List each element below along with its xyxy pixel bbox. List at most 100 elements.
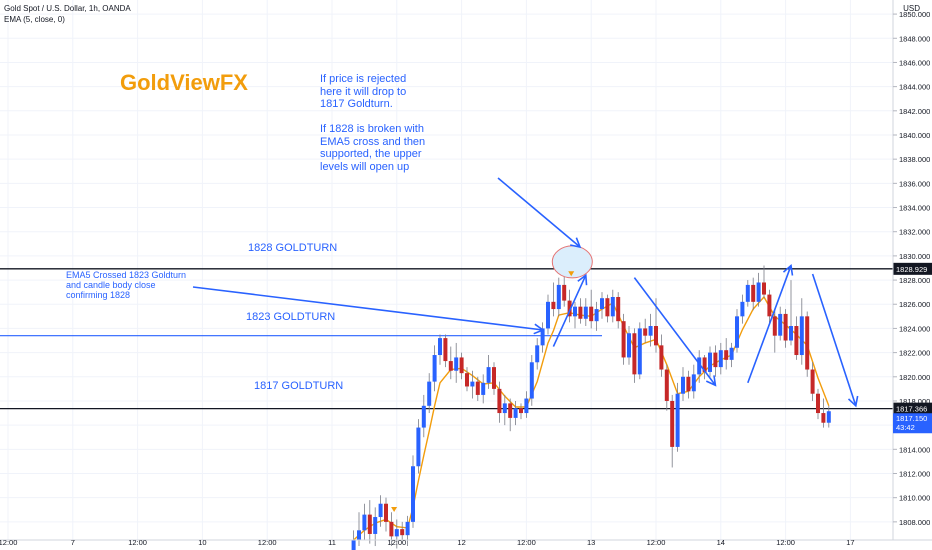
candle <box>578 298 583 324</box>
candle <box>486 355 491 389</box>
analysis-note-line: supported, the upper <box>320 148 422 160</box>
candle <box>805 311 810 377</box>
x-tick-label: 12 <box>457 538 465 547</box>
candle <box>783 309 788 348</box>
analysis-drawings <box>192 177 859 512</box>
y-tick-label: 1842.000 <box>899 107 930 116</box>
x-tick-label: 12:00 <box>776 538 795 547</box>
x-tick-label: 12:00 <box>0 538 17 547</box>
level-label-1817: 1817 GOLDTURN <box>254 380 344 392</box>
candle <box>762 265 766 299</box>
up-arrow-1-head <box>577 273 588 286</box>
candle <box>470 370 475 399</box>
candle-body <box>492 367 496 389</box>
candle <box>735 309 739 353</box>
candle <box>605 294 610 323</box>
candle-body <box>351 540 356 550</box>
candle-body <box>783 313 788 341</box>
candles <box>351 265 831 550</box>
level-price-label: 1828.929 <box>896 265 927 274</box>
candle-body <box>578 306 583 319</box>
candle-body <box>405 521 410 536</box>
y-tick-label: 1848.000 <box>899 34 930 43</box>
candle-body <box>459 357 464 374</box>
x-tick-label: 10 <box>198 538 206 547</box>
candle <box>524 391 529 418</box>
candle-body <box>724 350 729 360</box>
x-tick-label: 14 <box>717 538 725 547</box>
y-tick-label: 1836.000 <box>899 179 930 188</box>
signal-marker-0 <box>391 506 398 512</box>
analysis-note-line: If 1828 is broken with <box>320 123 424 135</box>
candle-body <box>546 301 550 329</box>
candle-body <box>454 357 459 371</box>
candle-body <box>708 352 712 372</box>
y-tick-label: 1814.000 <box>899 445 930 454</box>
candle-body <box>778 313 783 336</box>
candle-body <box>400 529 405 536</box>
y-tick-label: 1820.000 <box>899 373 930 382</box>
candle <box>643 318 648 343</box>
candle <box>438 334 442 365</box>
candle <box>459 352 464 380</box>
y-tick-label: 1828.000 <box>899 276 930 285</box>
candle <box>821 398 826 428</box>
candle <box>394 519 399 549</box>
candle <box>481 374 486 404</box>
candle-body <box>810 369 815 394</box>
candle <box>724 338 729 370</box>
candle <box>691 364 696 399</box>
candle-body <box>432 355 437 382</box>
candle <box>799 298 804 365</box>
up-arrow-2-head <box>782 263 794 276</box>
candle-body <box>713 352 718 368</box>
candle <box>351 530 356 550</box>
candle-body <box>794 326 799 356</box>
candle-body <box>799 316 804 356</box>
candle-body <box>394 529 399 537</box>
candle-body <box>540 328 545 346</box>
analysis-note-line: levels will open up <box>320 160 410 173</box>
level-label-1828: 1828 GOLDTURN <box>248 242 338 254</box>
candle <box>729 342 734 368</box>
candle <box>794 316 799 360</box>
last-price-countdown: 43:42 <box>896 423 915 432</box>
candle <box>816 388 820 420</box>
candle-body <box>594 309 599 322</box>
x-tick-label: 12:00 <box>258 538 277 547</box>
candle-body <box>735 316 739 348</box>
candle-body <box>389 521 394 537</box>
candle-body <box>762 282 766 295</box>
candle-body <box>789 326 793 341</box>
candle <box>697 350 702 383</box>
candle <box>583 298 588 327</box>
y-tick-label: 1840.000 <box>899 131 930 140</box>
candle <box>416 419 421 474</box>
y-tick-label: 1824.000 <box>899 324 930 333</box>
candle-body <box>556 284 561 310</box>
candle-body <box>438 338 442 356</box>
candle-body <box>481 382 486 395</box>
candle-body <box>654 326 658 346</box>
candle <box>751 277 756 311</box>
x-tick-label: 13 <box>587 538 595 547</box>
candle <box>589 289 594 329</box>
y-tick-label: 1844.000 <box>899 83 930 92</box>
candle-body <box>367 514 372 534</box>
ema-cross-arrow-head <box>533 323 545 335</box>
candle <box>546 294 550 335</box>
candle-body <box>702 357 707 372</box>
candle <box>627 326 631 365</box>
y-tick-label: 1838.000 <box>899 155 930 164</box>
candle-body <box>411 466 415 522</box>
x-tick-label: 12:00 <box>517 538 536 547</box>
candle-body <box>632 333 637 375</box>
candle-body <box>562 284 567 301</box>
indicator-legend: EMA (5, close, 0) <box>4 15 65 24</box>
down-arrow-1-head <box>705 375 717 387</box>
candle <box>610 289 615 323</box>
currency-label: USD <box>903 4 920 13</box>
candle-body <box>664 369 669 401</box>
candle-body <box>362 514 367 531</box>
